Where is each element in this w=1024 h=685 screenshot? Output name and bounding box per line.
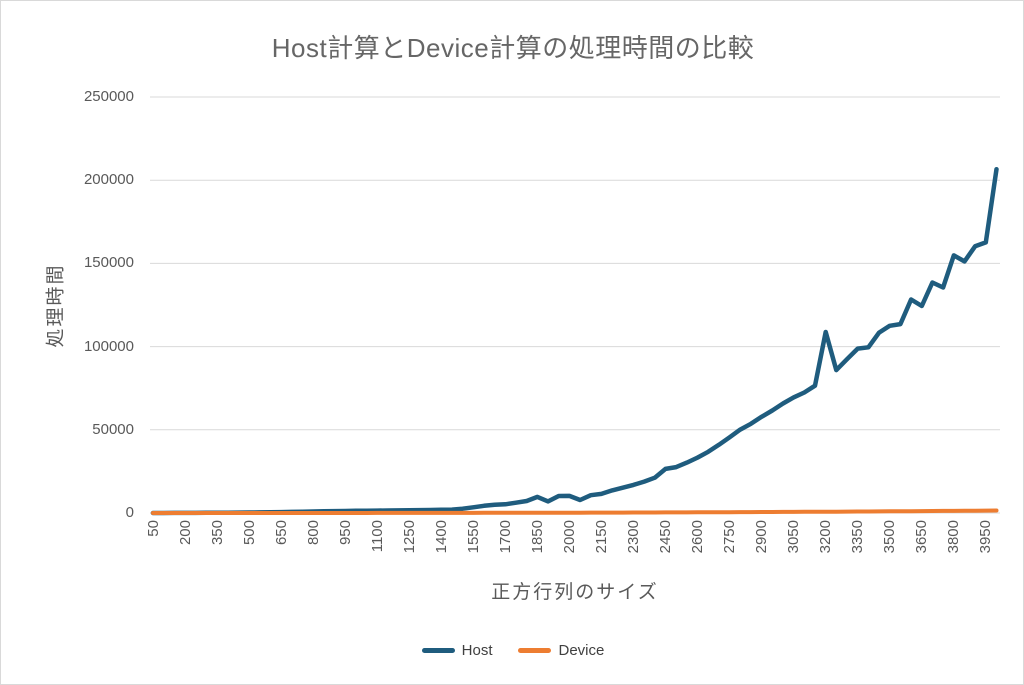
x-tick-label: 2750 xyxy=(721,520,739,554)
x-tick-label: 1400 xyxy=(432,520,450,554)
x-tick-label: 1700 xyxy=(496,520,514,554)
chart-title: Host計算とDevice計算の処理時間の比較 xyxy=(271,33,755,63)
x-tick-label: 3050 xyxy=(785,520,803,554)
x-tick-label: 500 xyxy=(240,520,258,546)
x-tick-label: 650 xyxy=(272,520,290,546)
device-line-swatch-icon xyxy=(518,648,552,653)
legend-label: Host xyxy=(461,642,493,659)
legend-item-device: Device xyxy=(518,642,604,659)
x-tick-label: 950 xyxy=(336,520,354,546)
y-tick-label: 50000 xyxy=(92,420,134,438)
x-tick-label: 2150 xyxy=(592,520,610,554)
legend-item-host: Host xyxy=(421,642,493,659)
x-tick-label: 2600 xyxy=(689,520,707,554)
x-tick-label: 1850 xyxy=(528,520,546,554)
x-tick-label: 1550 xyxy=(464,520,482,554)
y-axis-title: 処理時間 xyxy=(45,262,67,348)
legend-label: Device xyxy=(558,642,605,659)
device-line xyxy=(151,508,999,515)
x-tick-label: 800 xyxy=(304,520,322,546)
x-tick-label: 2000 xyxy=(560,520,578,554)
x-tick-label: 50 xyxy=(144,520,162,537)
y-tick-label: 150000 xyxy=(83,254,134,272)
x-tick-label: 3950 xyxy=(977,520,995,554)
y-tick-label: 100000 xyxy=(83,337,134,355)
x-tick-label: 1100 xyxy=(368,520,386,553)
x-tick-label: 2300 xyxy=(624,520,642,554)
x-tick-label: 3800 xyxy=(945,520,963,554)
x-tick-label: 3500 xyxy=(881,520,899,554)
y-tick-label: 200000 xyxy=(83,171,134,189)
y-tick-label: 250000 xyxy=(83,88,134,105)
x-tick-label: 3650 xyxy=(913,520,931,554)
legend: Host Device xyxy=(1,642,1023,659)
x-tick-label: 200 xyxy=(176,520,194,546)
x-tick-label: 3350 xyxy=(849,520,867,554)
x-tick-label: 3200 xyxy=(817,520,835,554)
plot-area xyxy=(150,96,1000,516)
host-line-swatch-icon xyxy=(421,648,455,653)
host-line xyxy=(150,166,999,516)
x-tick-label: 2450 xyxy=(657,520,674,554)
x-tick-label: 350 xyxy=(208,520,226,546)
x-tick-label: 2900 xyxy=(753,520,771,554)
y-tick-label: 0 xyxy=(125,504,134,521)
x-axis-title: 正方行列のサイズ xyxy=(491,582,659,603)
x-tick-label: 1250 xyxy=(400,520,418,554)
